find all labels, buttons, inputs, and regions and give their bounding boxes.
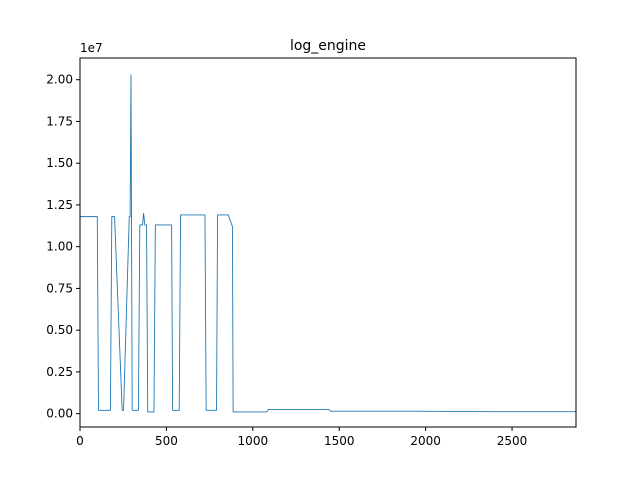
y-tick-label: 0.75	[46, 281, 73, 295]
x-tick-label: 0	[76, 434, 84, 448]
y-tick-label: 0.00	[46, 407, 73, 421]
series-line-0	[80, 74, 576, 413]
y-tick-label: 1.00	[46, 240, 73, 254]
y-tick-label: 2.00	[46, 73, 73, 87]
y-tick-label: 0.25	[46, 365, 73, 379]
y-tick-label: 1.75	[46, 114, 73, 128]
x-tick-label: 1000	[238, 434, 269, 448]
y-offset-label: 1e7	[80, 41, 103, 55]
chart-title: log_engine	[290, 38, 366, 54]
x-tick-label: 2000	[410, 434, 441, 448]
y-tick-label: 1.50	[46, 156, 73, 170]
axis-ticks: 0 500 1000 1500 2000 2500 0.00 0.25 0.50 0.75 1.00…	[46, 73, 527, 448]
x-tick-label: 1500	[324, 434, 355, 448]
x-tick-label: 500	[155, 434, 178, 448]
y-tick-label: 1.25	[46, 198, 73, 212]
x-tick-label: 2500	[497, 434, 528, 448]
plot-series	[80, 74, 576, 413]
y-tick-label: 0.50	[46, 323, 73, 337]
plot-frame	[79, 57, 577, 428]
